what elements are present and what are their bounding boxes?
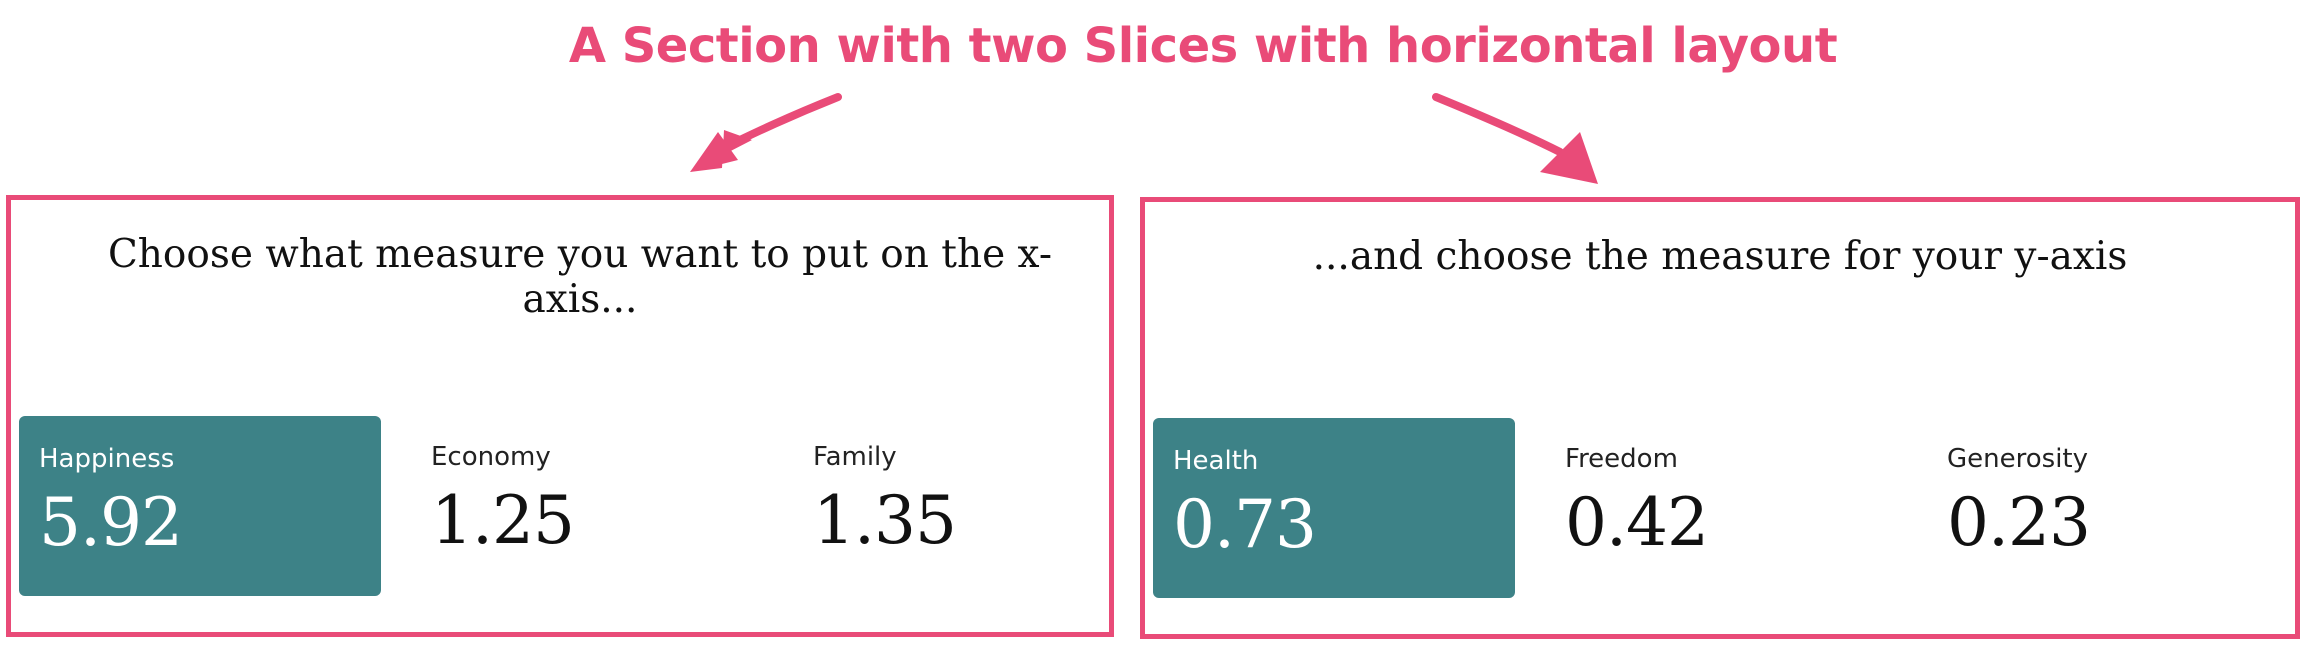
metric-value: 0.42 [1565,484,1709,561]
slice-heading: Choose what measure you want to put on t… [107,232,1053,322]
slice-heading: ...and choose the measure for your y-axi… [1312,234,2128,279]
metric-label: Family [813,442,897,472]
metric-value: 1.25 [431,482,575,559]
metric-freedom[interactable]: Freedom 0.42 [1545,418,1907,598]
metric-value: 1.35 [813,482,957,559]
metric-health[interactable]: Health 0.73 [1153,418,1515,598]
annotation-title: A Section with two Slices with horizonta… [568,18,1838,74]
metric-value: 0.73 [1173,486,1317,563]
arrow-right-icon [1432,93,1598,184]
metric-generosity[interactable]: Generosity 0.23 [1927,418,2289,598]
slice-y-axis: ...and choose the measure for your y-axi… [1140,197,2300,639]
metric-label: Economy [431,442,551,472]
metric-label: Happiness [39,444,175,474]
arrow-left-icon [690,93,842,172]
metric-happiness[interactable]: Happiness 5.92 [19,416,381,596]
metric-value: 5.92 [39,484,183,561]
metric-label: Generosity [1947,444,2088,474]
metric-economy[interactable]: Economy 1.25 [411,416,773,596]
metric-row: Health 0.73 Freedom 0.42 Generosity 0.23 [1153,418,2295,598]
metric-label: Health [1173,446,1259,476]
metric-label: Freedom [1565,444,1678,474]
slice-x-axis: Choose what measure you want to put on t… [6,195,1114,637]
metric-row: Happiness 5.92 Economy 1.25 Family 1.35 [19,416,1109,596]
metric-family[interactable]: Family 1.35 [793,416,1155,596]
metric-value: 0.23 [1947,484,2091,561]
